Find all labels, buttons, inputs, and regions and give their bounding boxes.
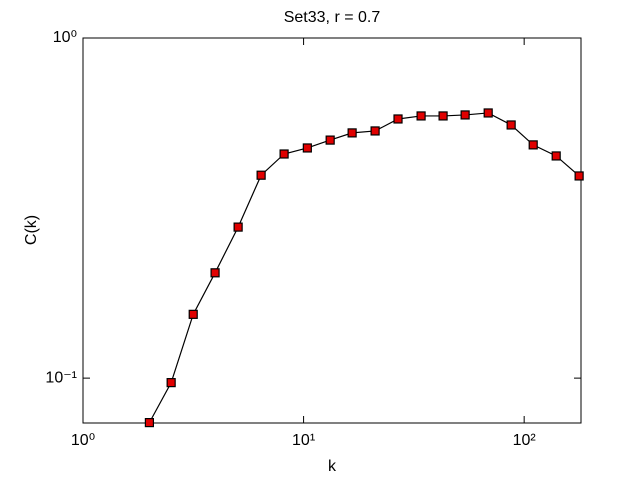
marker (483, 108, 493, 118)
marker (210, 268, 220, 278)
marker (166, 378, 176, 388)
marker (460, 110, 470, 120)
chart-title: Set33, r = 0.7 (284, 9, 381, 26)
x-axis-label: k (328, 458, 337, 475)
marker (574, 171, 584, 181)
y-axis-label: C(k) (23, 215, 40, 245)
marker (325, 135, 335, 145)
marker (416, 111, 426, 121)
marker (279, 149, 289, 159)
x-tick-label: 10² (513, 432, 537, 449)
marker (438, 111, 448, 121)
marker (188, 309, 198, 319)
marker (551, 151, 561, 161)
marker (528, 140, 538, 150)
x-tick-label: 10¹ (292, 432, 315, 449)
marker (233, 222, 243, 232)
y-tick-label: 10⁰ (53, 29, 77, 46)
marker (256, 170, 266, 180)
marker (506, 120, 516, 130)
marker (347, 128, 357, 138)
marker (302, 143, 312, 153)
y-tick-label: 10⁻¹ (45, 369, 77, 386)
x-tick-label: 10⁰ (71, 432, 95, 449)
marker (370, 126, 380, 136)
marker (393, 114, 403, 124)
marker (144, 418, 155, 428)
plot-area (82, 37, 582, 424)
